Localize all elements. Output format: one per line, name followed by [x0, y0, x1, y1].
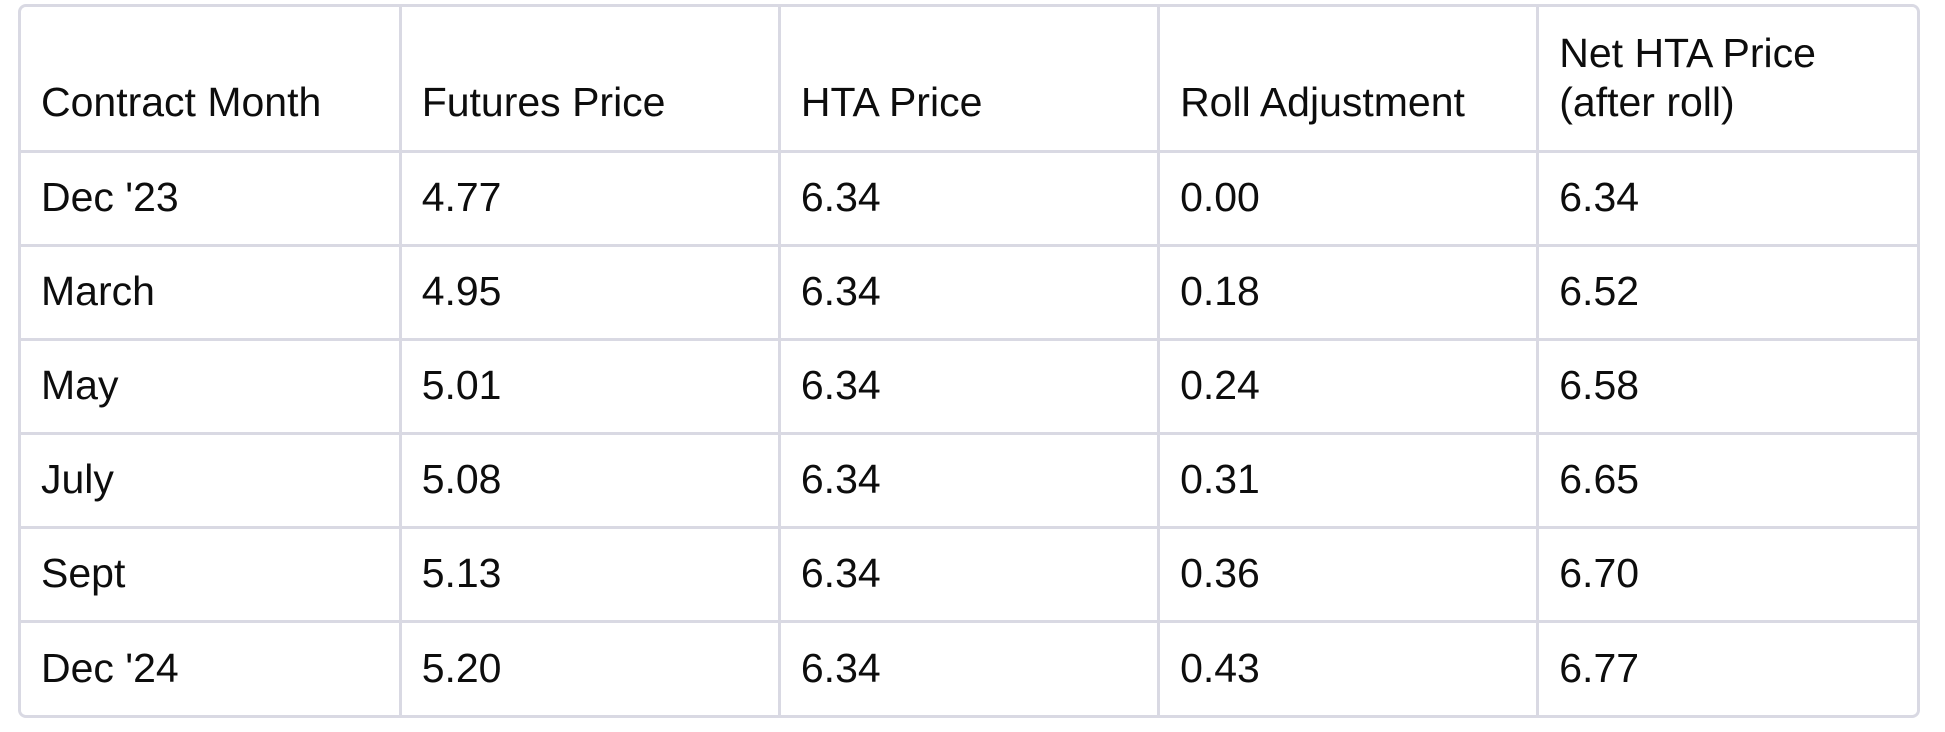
cell-roll-adjustment: 0.00	[1158, 151, 1540, 247]
header-row: Contract Month Futures Price HTA Price R…	[21, 7, 1917, 153]
cell-futures-price: 4.77	[400, 151, 781, 247]
cell-futures-price: 5.20	[400, 621, 781, 715]
column-header-hta-price: HTA Price	[779, 7, 1161, 153]
table-row: May 5.01 6.34 0.24 6.58	[21, 339, 1917, 435]
cell-net-hta-price: 6.34	[1537, 151, 1917, 247]
cell-contract-month: March	[21, 245, 402, 341]
cell-roll-adjustment: 0.43	[1158, 621, 1540, 715]
cell-futures-price: 5.01	[400, 339, 781, 435]
cell-contract-month: Dec '24	[21, 621, 402, 715]
hta-roll-price-table: Contract Month Futures Price HTA Price R…	[18, 4, 1920, 718]
column-header-roll-adjustment: Roll Adjustment	[1158, 7, 1540, 153]
cell-roll-adjustment: 0.36	[1158, 527, 1540, 623]
column-header-futures-price: Futures Price	[400, 7, 781, 153]
table-row: Dec '23 4.77 6.34 0.00 6.34	[21, 151, 1917, 247]
cell-net-hta-price: 6.58	[1537, 339, 1917, 435]
cell-net-hta-price: 6.65	[1537, 433, 1917, 529]
cell-futures-price: 4.95	[400, 245, 781, 341]
cell-net-hta-price: 6.52	[1537, 245, 1917, 341]
cell-contract-month: July	[21, 433, 402, 529]
table-row: Sept 5.13 6.34 0.36 6.70	[21, 527, 1917, 623]
cell-net-hta-price: 6.70	[1537, 527, 1917, 623]
table-body: Dec '23 4.77 6.34 0.00 6.34 March 4.95 6…	[21, 151, 1917, 715]
column-header-net-hta-price: Net HTA Price (after roll)	[1537, 7, 1917, 153]
cell-futures-price: 5.08	[400, 433, 781, 529]
cell-hta-price: 6.34	[779, 339, 1161, 435]
cell-contract-month: Dec '23	[21, 151, 402, 247]
cell-contract-month: Sept	[21, 527, 402, 623]
cell-hta-price: 6.34	[779, 527, 1161, 623]
table-header: Contract Month Futures Price HTA Price R…	[21, 7, 1917, 153]
column-header-contract-month: Contract Month	[21, 7, 402, 153]
table-row: July 5.08 6.34 0.31 6.65	[21, 433, 1917, 529]
cell-hta-price: 6.34	[779, 151, 1161, 247]
cell-hta-price: 6.34	[779, 245, 1161, 341]
cell-roll-adjustment: 0.24	[1158, 339, 1540, 435]
cell-contract-month: May	[21, 339, 402, 435]
data-table: Contract Month Futures Price HTA Price R…	[21, 7, 1917, 715]
cell-net-hta-price: 6.77	[1537, 621, 1917, 715]
cell-hta-price: 6.34	[779, 433, 1161, 529]
cell-roll-adjustment: 0.18	[1158, 245, 1540, 341]
table-row: Dec '24 5.20 6.34 0.43 6.77	[21, 621, 1917, 715]
cell-hta-price: 6.34	[779, 621, 1161, 715]
table-row: March 4.95 6.34 0.18 6.52	[21, 245, 1917, 341]
cell-futures-price: 5.13	[400, 527, 781, 623]
cell-roll-adjustment: 0.31	[1158, 433, 1540, 529]
